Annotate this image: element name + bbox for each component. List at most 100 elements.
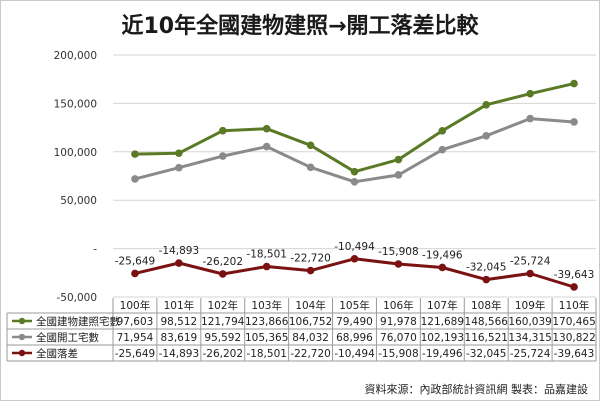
table-cell: 95,592 <box>204 332 241 344</box>
y-tick-label: 200,000 <box>54 50 97 62</box>
data-label: -19,496 <box>422 249 463 261</box>
data-point <box>306 141 315 150</box>
data-point <box>570 283 578 291</box>
table-cell: 134,315 <box>508 332 551 344</box>
data-point <box>218 152 227 160</box>
table-cell: 130,822 <box>552 332 595 344</box>
data-label: -25,649 <box>115 255 156 267</box>
data-point <box>306 266 315 275</box>
chart-title: 近10年全國建物建照→開工落差比較 <box>121 13 479 39</box>
data-point <box>438 263 447 272</box>
data-point <box>482 100 491 109</box>
table-cell: 98,512 <box>160 316 197 328</box>
table-cell: -10,494 <box>334 348 375 360</box>
data-point <box>394 155 403 164</box>
table-row: 全國落差 -25,649 -14,893 -26,202 -18,501 -22,720-… <box>12 347 594 360</box>
data-label: -26,202 <box>203 256 244 268</box>
y-tick-label: 50,000 <box>60 195 97 207</box>
table-header-cell: 100年 <box>120 299 151 312</box>
data-label: -39,643 <box>554 269 595 281</box>
data-point <box>438 127 447 135</box>
table-cell: 79,490 <box>336 316 373 328</box>
data-point <box>262 262 271 271</box>
table-cell: -14,893 <box>159 348 200 360</box>
series-3 <box>131 254 578 291</box>
series-1 <box>131 79 578 176</box>
table-cell: -32,045 <box>466 348 507 360</box>
y-tick-label: 150,000 <box>54 98 97 110</box>
table-header-cell: 105年 <box>339 299 370 312</box>
data-label: -18,501 <box>246 249 287 261</box>
data-point <box>570 79 578 88</box>
legend-label: 全國開工宅數 <box>36 331 99 344</box>
data-point <box>218 126 227 135</box>
data-point <box>262 124 271 133</box>
table-cell: 170,465 <box>552 316 595 328</box>
table-header-cell: 103年 <box>251 299 282 312</box>
data-label: -10,494 <box>334 241 375 253</box>
table-cell: -22,720 <box>290 348 331 360</box>
data-point <box>131 269 139 278</box>
series-2 <box>131 114 578 186</box>
table-cell: 91,978 <box>380 316 417 328</box>
table-cell: 106,752 <box>289 316 332 328</box>
table-cell: 148,566 <box>465 316 509 328</box>
data-point <box>131 175 139 183</box>
table-cell: 97,603 <box>117 316 154 328</box>
data-point <box>482 275 491 284</box>
data-point <box>394 260 403 268</box>
table-cell: 116,521 <box>465 332 508 344</box>
table-cell: 121,794 <box>201 316 245 328</box>
data-labels: -25,649-14,893-26,202-18,501 -22,720-10,4… <box>115 241 595 281</box>
table-cell: 71,954 <box>117 332 154 344</box>
table-cell: 102,193 <box>421 332 464 344</box>
data-label: -22,720 <box>290 253 331 265</box>
table-header-cell: 102年 <box>207 299 238 312</box>
table-cell: -15,908 <box>378 348 419 360</box>
table-cell: 83,619 <box>160 332 197 344</box>
table-cell: -19,496 <box>422 348 463 360</box>
data-label: -25,724 <box>510 256 551 268</box>
table-cell: 76,070 <box>380 332 417 344</box>
data-point <box>131 150 139 158</box>
table-header-cell: 107年 <box>427 299 458 312</box>
series-line <box>134 257 575 289</box>
table-cell: 84,032 <box>292 332 329 344</box>
data-point <box>218 270 227 278</box>
table-cell: 105,365 <box>245 332 288 344</box>
table-header-cell: 109年 <box>515 299 546 312</box>
y-axis: 200,000 150,000 100,000 50,000 - -50,000 <box>54 50 98 304</box>
data-point <box>482 132 491 140</box>
table-cell: 68,996 <box>336 332 373 344</box>
gridlines <box>113 54 596 298</box>
legend-label: 全國建物建照宅數 <box>36 315 120 328</box>
table-header-cell: 101年 <box>164 299 195 312</box>
table-cell: -25,724 <box>510 348 551 360</box>
table-cell: -18,501 <box>246 348 287 360</box>
data-point <box>526 269 534 278</box>
legend-key-marker <box>18 349 26 357</box>
series-layer <box>131 79 578 291</box>
table-header-cell: 108年 <box>471 299 502 312</box>
data-point <box>526 89 534 98</box>
data-label: -32,045 <box>466 262 507 274</box>
data-table: 100年 101年 102年 103年 104年 105年 106年 107年 108年 109年… <box>6 298 597 362</box>
table-header-cell: 104年 <box>295 299 326 312</box>
table-cell: -26,202 <box>203 348 244 360</box>
data-point <box>262 142 271 151</box>
data-point <box>526 114 534 123</box>
data-point <box>438 145 447 154</box>
table-cell: -39,643 <box>554 348 595 360</box>
data-label: -14,893 <box>159 245 200 257</box>
data-point <box>350 167 359 176</box>
data-point <box>175 163 183 172</box>
table-cell: -25,649 <box>115 348 156 360</box>
legend-label: 全國落差 <box>36 347 78 360</box>
table-cell: 121,689 <box>421 316 464 328</box>
data-point <box>570 118 578 126</box>
data-point <box>175 149 183 158</box>
legend-key-marker <box>18 317 26 325</box>
